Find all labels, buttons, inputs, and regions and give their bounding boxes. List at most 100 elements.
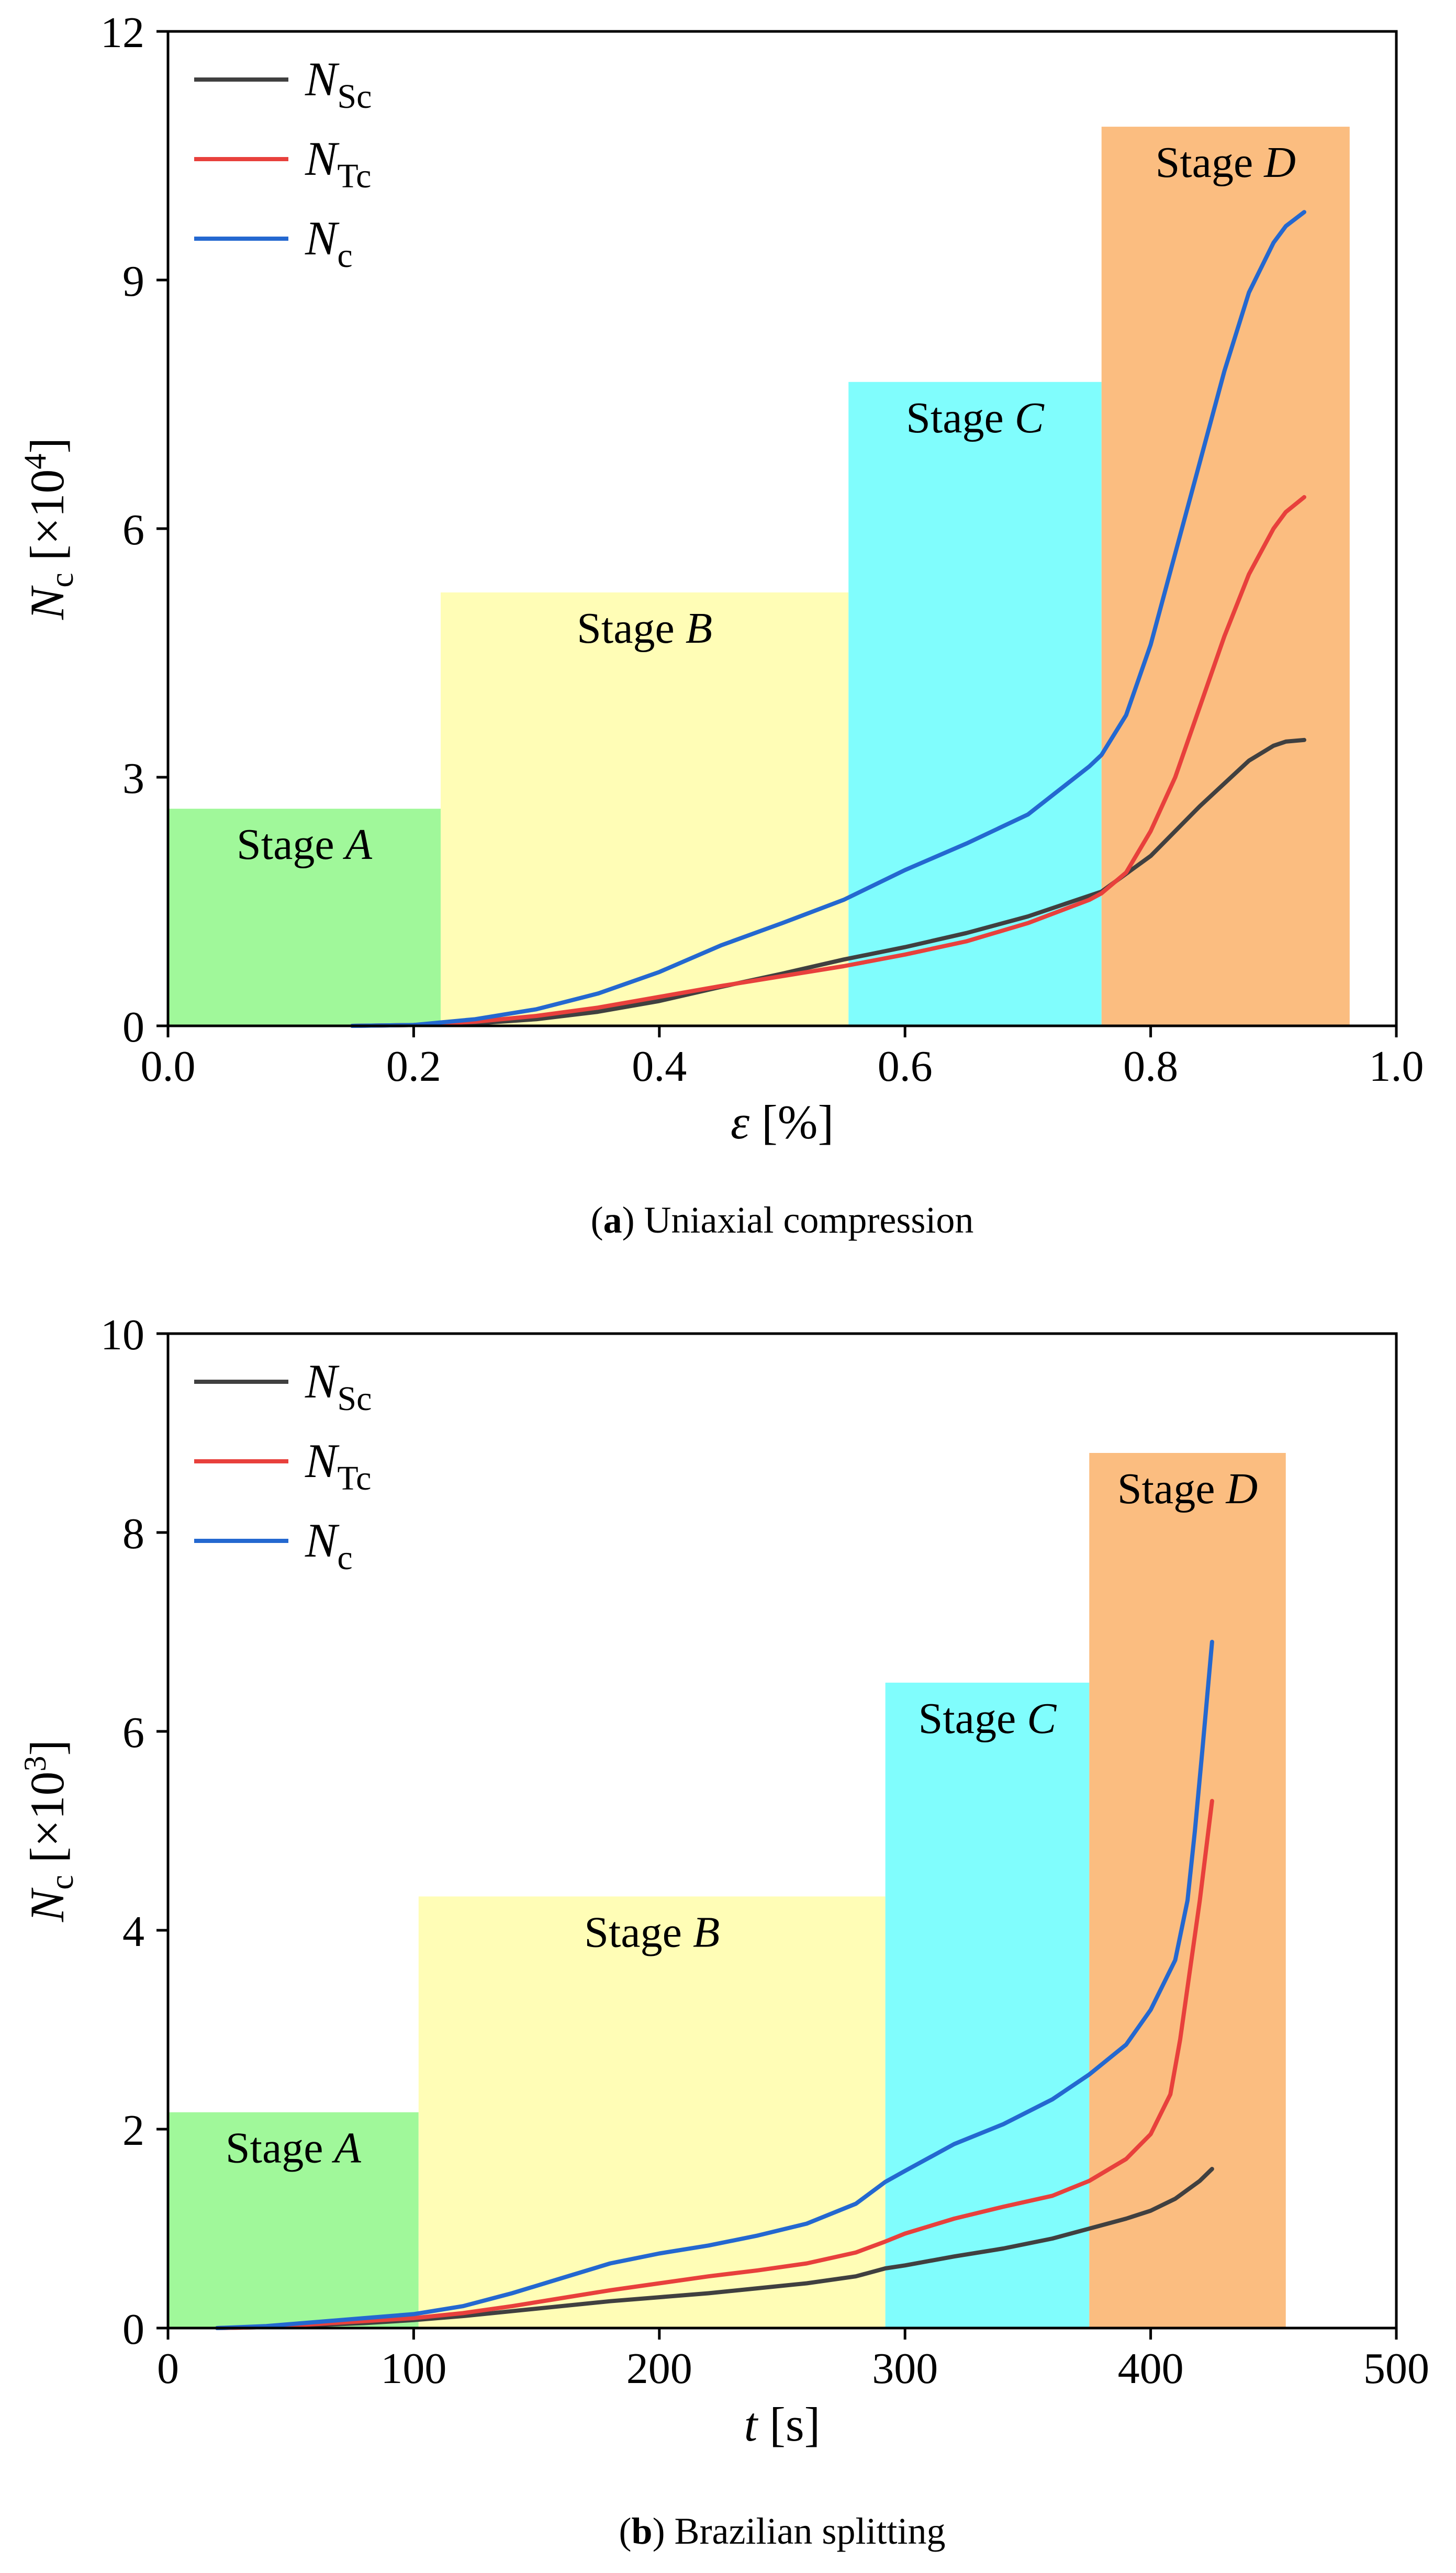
stage-label-prefix: Stage <box>919 1694 1027 1743</box>
stage-label-prefix: Stage <box>906 394 1015 442</box>
x-axis-label: ε [%] <box>731 1095 834 1149</box>
stage-b-box <box>441 592 849 1026</box>
caption-text: ) Brazilian splitting <box>653 2510 946 2552</box>
panel-caption: (b) Brazilian splitting <box>619 2510 946 2552</box>
stage-c-box <box>885 1682 1090 2328</box>
x-tick-label: 500 <box>1363 2344 1429 2393</box>
stage-label-letter: B <box>686 604 712 653</box>
legend-label-sub: Sc <box>337 77 372 116</box>
stage-label-letter: B <box>693 1908 720 1956</box>
legend-label-var: N <box>305 1355 340 1408</box>
x-tick-label: 0.2 <box>386 1042 441 1091</box>
stage-d-label: Stage D <box>1156 138 1296 187</box>
y-tick-label: 0 <box>122 1003 144 1051</box>
x-tick-label: 0 <box>157 2344 179 2393</box>
legend-label-sub: Sc <box>337 1380 372 1418</box>
x-tick-label: 0.0 <box>141 1042 196 1091</box>
legend-label-tc: NTc <box>305 132 371 195</box>
x-axis-label-unit: [%] <box>749 1095 834 1149</box>
y-axis-label-unit: [×10 <box>20 469 74 573</box>
y-tick-label: 2 <box>122 2106 144 2155</box>
stage-a-label: Stage A <box>237 820 373 869</box>
legend-label-sub: c <box>337 237 352 275</box>
series-line-n-c <box>350 210 1306 1028</box>
y-tick-label: 8 <box>122 1509 144 1558</box>
x-axis-label-var: ε <box>731 1095 750 1149</box>
x-tick-label: 400 <box>1118 2344 1184 2393</box>
series-line-n-tc <box>215 1799 1214 2330</box>
stage-label-prefix: Stage <box>584 1908 693 1956</box>
legend-label-sc: NSc <box>305 52 372 116</box>
y-tick-label: 3 <box>122 754 144 803</box>
legend-label-sc: NSc <box>305 1355 372 1418</box>
stage-label-letter: C <box>1015 394 1045 442</box>
y-axis-label-sub: c <box>43 573 80 587</box>
x-tick-label: 200 <box>626 2344 692 2393</box>
x-axis-label: t [s] <box>744 2398 821 2451</box>
stage-label-letter: A <box>332 2124 362 2173</box>
x-tick-label: 1.0 <box>1369 1042 1424 1091</box>
stage-label-letter: D <box>1225 1464 1258 1513</box>
y-tick-label: 6 <box>122 506 144 554</box>
y-tick-label: 12 <box>100 8 144 57</box>
x-tick-label: 100 <box>380 2344 446 2393</box>
caption-label: a <box>603 1199 622 1241</box>
stage-c-label: Stage C <box>906 394 1045 442</box>
x-axis-label-var: t <box>744 2398 759 2451</box>
legend-label-var: N <box>305 132 340 185</box>
caption-paren-open: ( <box>591 1199 603 1241</box>
caption-label: b <box>632 2510 653 2552</box>
y-axis-label: Nc [×104] <box>18 438 80 620</box>
legend-label-var: N <box>305 1434 340 1487</box>
series-line-n-sc <box>350 737 1306 1028</box>
stage-label-letter: C <box>1027 1694 1057 1743</box>
x-tick-label: 0.4 <box>632 1042 687 1091</box>
series-line-n-tc <box>350 495 1306 1028</box>
x-tick-label: 0.6 <box>878 1042 933 1091</box>
legend-label-var: N <box>305 211 340 265</box>
y-axis-label-var: N <box>20 585 74 620</box>
y-tick-label: 4 <box>122 1907 144 1956</box>
y-axis-label-exp: 3 <box>18 1756 52 1772</box>
y-tick-label: 10 <box>100 1311 144 1359</box>
panel-caption: (a) Uniaxial compression <box>591 1199 974 1241</box>
stage-a-box <box>168 809 441 1026</box>
stage-b-label: Stage B <box>577 604 712 653</box>
y-tick-label: 6 <box>122 1708 144 1757</box>
legend-label-c: Nc <box>305 1514 353 1577</box>
stage-label-prefix: Stage <box>1156 138 1264 187</box>
stage-d-box <box>1101 127 1350 1026</box>
x-tick-label: 300 <box>872 2344 938 2393</box>
legend-label-sub: c <box>337 1539 352 1577</box>
plot-frame <box>166 1332 1398 2330</box>
caption-text: ) Uniaxial compression <box>622 1199 974 1241</box>
y-axis-label: Nc [×103] <box>18 1740 80 1922</box>
caption-paren-open: ( <box>619 2510 632 2552</box>
y-tick-label: 0 <box>122 2305 144 2354</box>
stage-label-letter: D <box>1263 138 1296 187</box>
stage-label-prefix: Stage <box>1117 1464 1226 1513</box>
stage-a-label: Stage A <box>226 2124 362 2173</box>
stage-d-label: Stage D <box>1117 1464 1258 1513</box>
stage-label-prefix: Stage <box>226 2124 334 2173</box>
series-line-n-c <box>215 1640 1214 2330</box>
y-axis-label-unit-end: ] <box>20 1740 74 1756</box>
stage-a-box <box>168 2112 419 2328</box>
y-axis-label-exp: 4 <box>18 454 52 469</box>
y-tick-label: 9 <box>122 257 144 306</box>
legend-label-sub: Tc <box>337 157 371 195</box>
stage-label-letter: A <box>343 820 373 869</box>
x-tick-label: 0.8 <box>1123 1042 1178 1091</box>
y-axis-label-unit-end: ] <box>20 438 74 454</box>
stage-label-prefix: Stage <box>577 604 686 653</box>
legend-label-var: N <box>305 1514 340 1567</box>
stage-c-label: Stage C <box>919 1694 1057 1743</box>
legend-label-tc: NTc <box>305 1434 371 1497</box>
legend-label-sub: Tc <box>337 1459 371 1497</box>
legend-label-var: N <box>305 52 340 106</box>
x-axis-label-unit: [s] <box>757 2398 820 2451</box>
stage-c-box <box>848 382 1102 1026</box>
